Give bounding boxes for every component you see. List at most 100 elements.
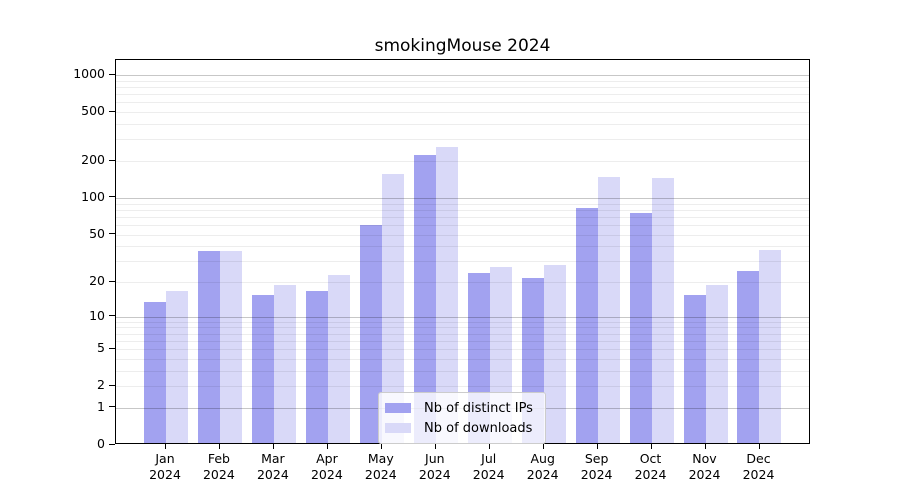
minor-gridline [116, 282, 809, 283]
x-tick-mark [434, 444, 436, 449]
major-gridline [116, 197, 809, 199]
minor-gridline [116, 340, 809, 342]
minor-gridline [116, 216, 809, 218]
y-tick-label: 10 [89, 307, 105, 323]
y-tick-mark [109, 196, 115, 198]
bar-downloads-dec [759, 249, 782, 443]
minor-gridline [116, 349, 809, 351]
legend-swatch-downloads [385, 423, 411, 433]
bar-downloads-apr [327, 275, 350, 443]
x-tick-mark [704, 444, 706, 449]
x-tick-label-jun: Jun 2024 [418, 451, 451, 482]
y-tick-label: 0 [97, 436, 105, 451]
x-tick-label-jul: Jul 2024 [472, 451, 505, 482]
y-tick-mark [109, 73, 115, 75]
bar-distinct-ips-may [359, 224, 382, 443]
y-tick-label: 1 [97, 398, 105, 414]
x-tick-label-aug: Aug 2024 [526, 451, 559, 482]
x-tick-mark [218, 444, 220, 449]
x-tick-label-may: May 2024 [364, 451, 397, 482]
y-tick-label: 20 [89, 273, 105, 288]
x-tick-label-mar: Mar 2024 [256, 451, 289, 482]
y-tick-label: 500 [81, 103, 105, 119]
x-tick-label-nov: Nov 2024 [688, 451, 721, 482]
minor-gridline [116, 94, 809, 96]
y-tick-mark [109, 159, 115, 161]
legend-entry-distinct-ips: Nb of distinct IPs [385, 398, 533, 418]
plot-area [115, 59, 810, 444]
x-tick-label-dec: Dec 2024 [742, 451, 775, 482]
minor-gridline [116, 161, 809, 162]
y-tick-label: 1000 [73, 66, 105, 81]
minor-gridline [116, 234, 809, 236]
bar-distinct-ips-jan [144, 301, 166, 443]
minor-gridline [116, 203, 809, 205]
legend-label-downloads: Nb of downloads [424, 420, 533, 436]
x-tick-mark [272, 444, 274, 449]
minor-gridline [116, 333, 809, 335]
major-gridline [116, 316, 809, 318]
y-tick-mark [109, 347, 115, 349]
minor-gridline [116, 370, 809, 372]
y-tick-mark [109, 110, 115, 112]
y-tick-label: 200 [81, 152, 105, 167]
x-tick-mark [650, 444, 652, 449]
bar-downloads-aug [543, 264, 566, 443]
bar-distinct-ips-nov [683, 294, 706, 443]
major-gridline [116, 75, 809, 76]
x-tick-label-sep: Sep 2024 [580, 451, 613, 482]
minor-gridline [116, 209, 809, 211]
bar-distinct-ips-apr [305, 291, 328, 443]
minor-gridline [116, 112, 809, 114]
minor-gridline [116, 139, 809, 141]
minor-gridline [116, 246, 809, 248]
bar-distinct-ips-feb [197, 251, 220, 443]
minor-gridline [116, 87, 809, 88]
y-tick-label: 100 [81, 188, 105, 204]
minor-gridline [116, 358, 809, 360]
minor-gridline [116, 102, 809, 104]
bar-distinct-ips-sep [575, 207, 598, 443]
bar-downloads-jun [435, 146, 458, 443]
y-tick-label: 2 [97, 377, 105, 393]
minor-gridline [116, 386, 809, 388]
x-tick-mark [542, 444, 544, 449]
x-tick-mark [758, 444, 760, 449]
x-tick-label-oct: Oct 2024 [634, 451, 667, 482]
x-tick-label-jan: Jan 2024 [149, 451, 181, 482]
x-tick-mark [596, 444, 598, 449]
bar-distinct-ips-mar [251, 294, 274, 443]
x-tick-mark [326, 444, 328, 449]
bar-downloads-jan [166, 291, 188, 443]
legend: Nb of distinct IPs Nb of downloads [378, 392, 546, 444]
bar-downloads-nov [705, 285, 728, 443]
y-tick-label: 5 [97, 340, 105, 356]
minor-gridline [116, 261, 809, 263]
y-tick-mark [109, 406, 115, 408]
x-tick-label-apr: Apr 2024 [310, 451, 343, 482]
bar-downloads-feb [219, 251, 242, 443]
y-tick-mark [109, 315, 115, 317]
y-tick-mark [109, 233, 115, 234]
bar-downloads-sep [597, 176, 620, 443]
minor-gridline [116, 321, 809, 323]
bar-downloads-oct [651, 178, 674, 443]
bar-downloads-mar [273, 285, 296, 443]
x-tick-label-feb: Feb 2024 [202, 451, 235, 482]
minor-gridline [116, 124, 809, 125]
legend-swatch-distinct-ips [385, 403, 411, 413]
legend-label-distinct-ips: Nb of distinct IPs [424, 400, 533, 416]
minor-gridline [116, 327, 809, 329]
y-tick-mark [109, 443, 115, 445]
chart-title: smokingMouse 2024 [374, 36, 551, 56]
bar-downloads-may [381, 174, 404, 443]
legend-entry-downloads: Nb of downloads [385, 418, 533, 438]
minor-gridline [116, 80, 809, 82]
bar-distinct-ips-oct [629, 212, 652, 443]
x-tick-mark [165, 444, 166, 449]
minor-gridline [116, 224, 809, 226]
y-tick-mark [109, 384, 115, 386]
bar-distinct-ips-dec [737, 270, 760, 443]
bar-distinct-ips-jun [413, 155, 436, 443]
